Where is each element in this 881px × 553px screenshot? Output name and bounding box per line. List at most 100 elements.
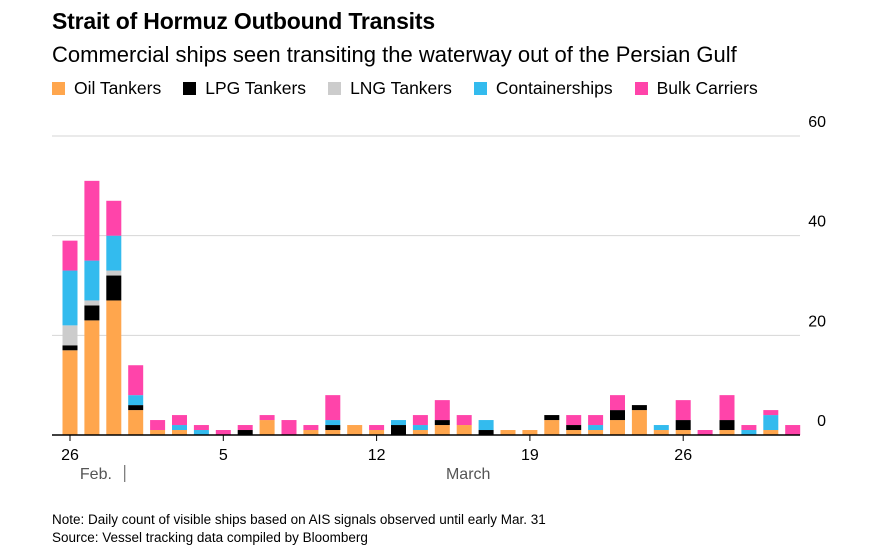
bar-segment: [566, 415, 582, 426]
bar-segment: [84, 180, 100, 261]
bar-segment: [610, 420, 625, 435]
bar-segment: [434, 420, 450, 426]
month-label: March: [446, 466, 490, 483]
bar-segment: [763, 430, 779, 435]
bar-segment: [325, 430, 341, 435]
y-tick-label: 20: [808, 313, 826, 330]
bar-segment: [62, 345, 78, 351]
bar-segment: [62, 350, 78, 435]
bar-segment: [391, 425, 406, 435]
bar-segment: [128, 365, 144, 396]
bar-segment: [412, 425, 428, 431]
bar-segment: [325, 395, 341, 421]
legend-swatch: [634, 82, 648, 95]
bar-segment: [106, 300, 122, 435]
bar-segment: [719, 430, 735, 435]
legend-label: LPG Tankers: [205, 78, 307, 98]
bar-segment: [150, 420, 166, 431]
bar-segment: [719, 395, 735, 421]
bar-segment: [106, 275, 122, 301]
bar-segment: [347, 425, 363, 435]
bar-segment: [588, 430, 604, 435]
legend-item-bulk-carriers: Bulk Carriers: [634, 78, 758, 99]
x-tick-label: 26: [674, 447, 692, 464]
bar-segment: [456, 415, 472, 426]
bar-segment: [631, 405, 647, 411]
bar-segment: [610, 395, 625, 411]
bar-segment: [237, 430, 253, 435]
x-tick-label: 12: [368, 447, 386, 464]
bar-segment: [84, 305, 100, 321]
bar-segment: [588, 425, 604, 431]
bar-segment: [128, 395, 144, 406]
bar-segment: [653, 425, 669, 431]
bar-segment: [106, 235, 122, 271]
bar-segment: [193, 425, 209, 431]
bar-segment: [785, 425, 801, 435]
bar-segment: [259, 420, 275, 435]
legend-label: Containerships: [495, 78, 613, 98]
bar-segment: [763, 410, 779, 416]
bar-segment: [369, 430, 385, 435]
bar-segment: [631, 410, 647, 435]
bar-segment: [763, 415, 779, 431]
legend-swatch: [473, 82, 487, 95]
bar-segment: [128, 410, 144, 435]
bar-segment: [456, 425, 472, 435]
bar-segment: [84, 300, 100, 306]
bar-segment: [588, 415, 604, 426]
bar-segment: [478, 430, 494, 435]
x-tick-label: 5: [219, 447, 228, 464]
bar-segment: [325, 420, 341, 426]
bar-segment: [303, 430, 319, 435]
bar-segment: [434, 425, 450, 435]
bar-segment: [172, 430, 187, 435]
source-note: Source: Vessel tracking data compiled by…: [52, 530, 368, 545]
bar-segment: [544, 420, 560, 435]
footnote: Note: Daily count of visible ships based…: [52, 512, 546, 527]
legend-label: Bulk Carriers: [656, 78, 758, 98]
bar-segment: [303, 425, 319, 431]
legend-swatch: [52, 82, 65, 95]
legend-item-containerships: Containerships: [473, 78, 613, 99]
bar-segment: [741, 425, 757, 431]
bar-segment: [172, 425, 187, 431]
y-tick-label: 40: [808, 214, 826, 231]
bar-segment: [62, 325, 78, 346]
bar-segment: [544, 415, 560, 421]
bar-segment: [172, 415, 187, 426]
bar-segment: [84, 320, 100, 435]
bar-segment: [500, 430, 516, 435]
legend-label: LNG Tankers: [350, 78, 452, 98]
chart-title: Strait of Hormuz Outbound Transits: [52, 8, 435, 34]
month-label: Feb.: [80, 466, 112, 483]
bar-segment: [325, 425, 341, 431]
bar-segment: [675, 430, 691, 435]
bar-segment: [193, 430, 209, 435]
legend: Oil Tankers LPG Tankers LNG Tankers Cont…: [52, 78, 780, 99]
bar-segment: [675, 420, 691, 431]
bar-segment: [369, 425, 385, 431]
chart-subtitle: Commercial ships seen transiting the wat…: [52, 42, 737, 67]
bar-segment: [566, 430, 582, 435]
bar-segment: [566, 425, 582, 431]
bar-segment: [478, 420, 494, 431]
bar-segment: [84, 260, 100, 301]
bar-segment: [697, 430, 713, 435]
bar-segment: [522, 430, 538, 435]
bar-segment: [215, 430, 231, 435]
bar-segment: [391, 420, 406, 426]
legend-item-lng-tankers: LNG Tankers: [328, 78, 452, 99]
legend-swatch: [328, 82, 342, 95]
bar-segment: [150, 430, 166, 435]
bar-segment: [62, 240, 78, 271]
bar-segment: [675, 400, 691, 421]
legend-item-lpg-tankers: LPG Tankers: [183, 78, 306, 99]
bar-segment: [741, 430, 757, 435]
legend-swatch: [183, 82, 197, 95]
bar-segment: [106, 270, 122, 276]
x-tick-label: 26: [61, 447, 79, 464]
bar-segment: [412, 430, 428, 435]
bar-segment: [412, 415, 428, 426]
bar-segment: [610, 410, 625, 421]
